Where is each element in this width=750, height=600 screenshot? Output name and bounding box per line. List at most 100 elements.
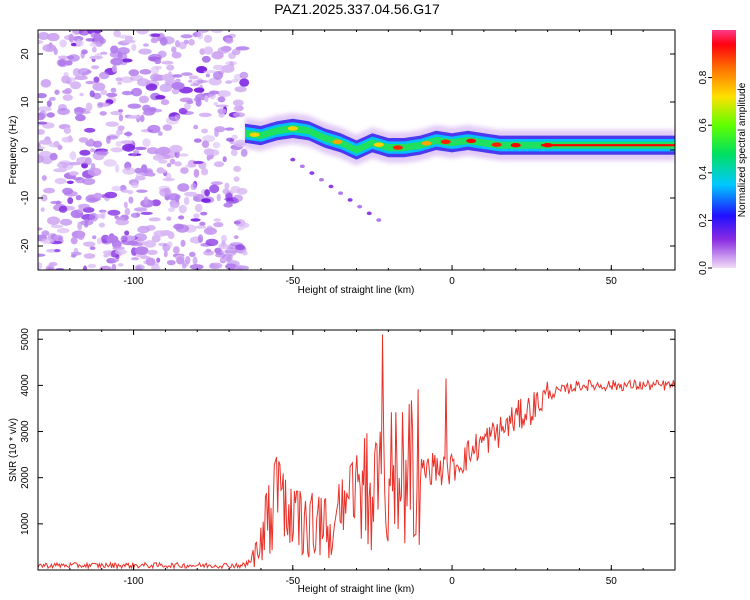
- noise-blob: [225, 247, 237, 257]
- noise-blob: [83, 241, 96, 247]
- noise-blob: [70, 81, 82, 90]
- noise-blob: [193, 87, 205, 93]
- noise-blob: [134, 146, 147, 151]
- noise-blob: [188, 79, 193, 83]
- noise-blob: [48, 42, 53, 49]
- noise-blob: [111, 64, 117, 73]
- noise-blob: [65, 77, 77, 82]
- noise-blob: [178, 41, 187, 50]
- colorbar-tick-label: 0.0: [698, 261, 709, 275]
- noise-blob: [46, 100, 52, 108]
- noise-blob: [157, 50, 167, 58]
- noise-blob: [74, 212, 84, 218]
- noise-blob: [210, 181, 223, 186]
- noise-blob: [171, 46, 177, 53]
- noise-blob: [135, 171, 146, 181]
- noise-blob: [110, 87, 117, 93]
- noise-blob: [154, 58, 162, 65]
- noise-blob: [106, 235, 119, 244]
- noise-blob: [174, 161, 182, 167]
- noise-blob: [232, 194, 243, 202]
- noise-blob: [197, 234, 204, 243]
- noise-blob: [72, 68, 81, 77]
- noise-blob: [49, 152, 58, 161]
- track-hotspot: [421, 141, 432, 146]
- noise-blob: [92, 82, 106, 91]
- noise-blob: [220, 45, 232, 52]
- noise-blob: [215, 252, 227, 258]
- noise-blob: [82, 265, 88, 270]
- track-hotspot: [466, 138, 477, 144]
- noise-blob: [169, 158, 176, 165]
- noise-blob: [209, 184, 220, 194]
- noise-blob: [194, 225, 207, 229]
- noise-blob: [162, 124, 173, 131]
- noise-blob: [198, 112, 212, 118]
- noise-blob: [166, 163, 172, 168]
- streak-blob: [347, 198, 353, 202]
- noise-blob: [163, 250, 168, 258]
- colorbar-ticks: 0.0 0.2 0.4 0.6 0.8: [698, 70, 712, 275]
- noise-blob: [194, 203, 203, 213]
- noise-blob: [67, 135, 73, 143]
- noise-blob: [178, 204, 187, 214]
- noise-blob: [43, 187, 55, 194]
- noise-blob: [166, 64, 175, 71]
- noise-blob: [240, 148, 248, 157]
- noise-blob: [239, 78, 250, 87]
- noise-blob: [205, 248, 212, 253]
- noise-blob: [72, 177, 83, 181]
- noise-blob: [99, 265, 112, 270]
- noise-blob: [201, 140, 210, 148]
- noise-blob: [134, 264, 145, 270]
- streak-blob: [376, 218, 382, 222]
- noise-blob: [118, 34, 129, 39]
- noise-blob: [184, 191, 198, 197]
- noise-blob: [63, 72, 69, 77]
- noise-blob: [203, 148, 215, 156]
- noise-blob: [73, 107, 87, 113]
- noise-blob: [92, 92, 102, 100]
- noise-blob: [41, 175, 47, 181]
- noise-blob: [75, 38, 82, 47]
- noise-blob: [82, 178, 96, 185]
- noise-blob: [106, 92, 118, 98]
- noise-blob: [211, 51, 224, 60]
- noise-blob: [57, 236, 62, 241]
- signal-track: [245, 113, 675, 222]
- noise-blob: [203, 46, 213, 55]
- noise-blob: [111, 263, 117, 270]
- noise-blob: [78, 137, 89, 143]
- noise-blob: [42, 44, 47, 52]
- noise-blob: [216, 193, 221, 202]
- noise-blob: [181, 72, 193, 76]
- noise-blob: [190, 183, 197, 191]
- noise-blob: [123, 201, 128, 209]
- y-tick-label: 4000: [20, 374, 31, 397]
- noise-blob: [64, 34, 76, 41]
- noise-blob: [121, 189, 129, 193]
- noise-blob: [225, 37, 234, 44]
- noise-blob: [58, 205, 68, 213]
- x-tick-label: 50: [606, 576, 618, 587]
- noise-blob: [75, 195, 82, 201]
- noise-blob: [167, 207, 175, 213]
- noise-blob: [233, 235, 239, 240]
- noise-blob: [134, 167, 143, 174]
- noise-blob: [193, 124, 199, 130]
- y-tick-label: 5000: [20, 328, 31, 351]
- noise-blob: [193, 168, 200, 178]
- noise-blob: [103, 253, 109, 258]
- noise-blob: [180, 167, 189, 174]
- noise-blob: [38, 227, 43, 231]
- noise-blob: [117, 263, 124, 267]
- noise-blob: [235, 46, 250, 51]
- noise-blob: [202, 135, 216, 143]
- noise-blob: [140, 211, 153, 215]
- snr-ticks: -100 -50 0 50 1000 2000 3000 4000 5000: [20, 328, 676, 587]
- streak-blob: [290, 157, 296, 162]
- noise-blob: [78, 30, 90, 36]
- noise-blob: [214, 126, 226, 133]
- colorbar-label: Normalized spectral amplitude: [737, 82, 748, 217]
- noise-blob: [171, 82, 185, 90]
